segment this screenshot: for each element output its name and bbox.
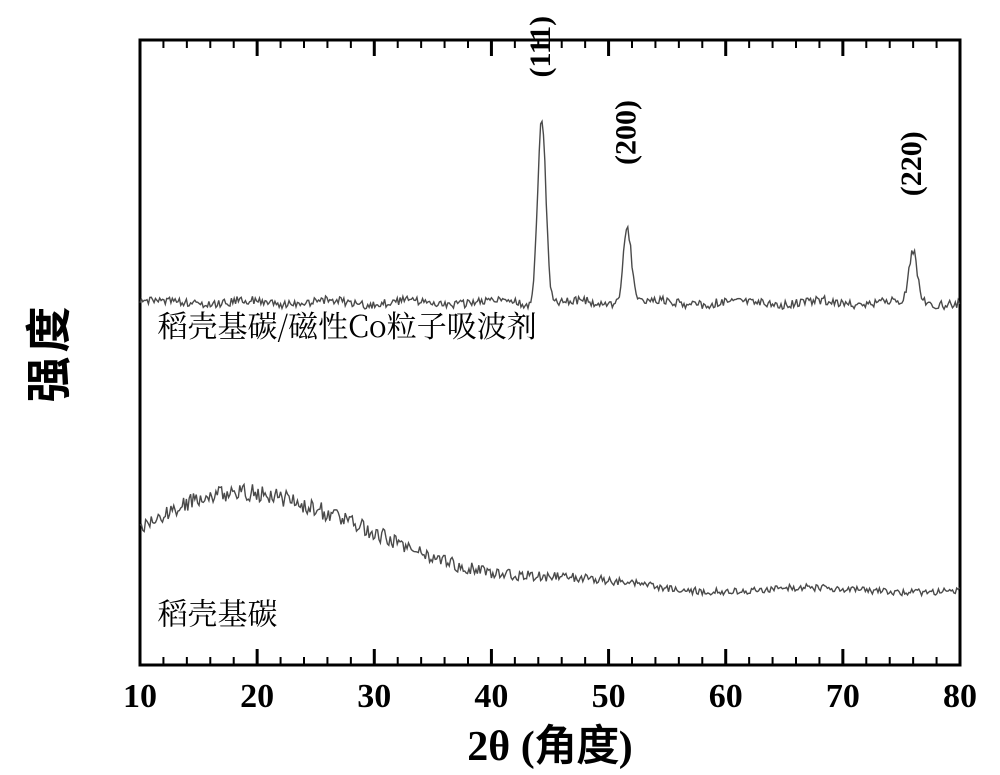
xrd-chart: 10 20 30 40 50 60 70 80 2θ (角度) 强度 (111) (200) (220)… [0, 0, 1000, 775]
x-tick-label: 10 [123, 678, 157, 715]
x-tick-label: 70 [826, 678, 860, 715]
peak-label: (200) [609, 100, 642, 165]
trace-label: 稻壳基碳/磁性Co粒子吸波剂 [158, 302, 537, 346]
x-tick-label: 80 [943, 678, 977, 715]
x-axis-label: 2θ (角度) [467, 723, 632, 770]
x-tick-label: 20 [240, 678, 274, 715]
x-tick-label: 60 [709, 678, 743, 715]
x-tick-label: 30 [357, 678, 391, 715]
x-tick-label: 50 [592, 678, 626, 715]
plot-frame [140, 40, 960, 665]
trace-label: 稻壳基碳 [158, 589, 278, 633]
peak-label: (111) [524, 16, 557, 78]
y-axis-label: 强度 [13, 303, 79, 403]
x-tick-label: 40 [474, 678, 508, 715]
peak-label: (220) [895, 131, 928, 196]
